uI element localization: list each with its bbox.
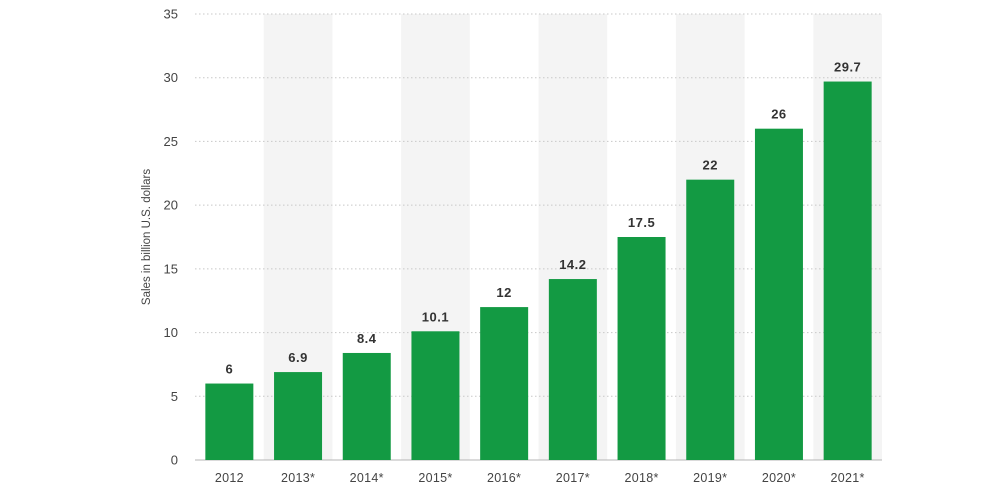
y-tick-label: 20 — [164, 198, 178, 213]
bar-2017 — [548, 279, 597, 460]
y-tick-label: 15 — [164, 261, 178, 276]
y-tick-label: 35 — [164, 7, 178, 22]
x-tick-label: 2014* — [350, 471, 384, 485]
bars — [205, 81, 872, 460]
x-tick-label: 2016* — [487, 471, 521, 485]
x-tick-label: 2012 — [215, 471, 244, 485]
data-label: 12 — [496, 285, 511, 300]
data-label: 10.1 — [422, 309, 449, 324]
x-tick-label: 2013* — [281, 471, 315, 485]
data-label: 22 — [703, 158, 718, 173]
bar-2018 — [617, 237, 666, 460]
data-label: 29.7 — [834, 60, 861, 75]
data-label: 6.9 — [288, 350, 308, 365]
bar-2019 — [686, 179, 735, 460]
y-tick-label: 5 — [171, 389, 178, 404]
x-tick-label: 2021* — [831, 471, 865, 485]
bar-2014 — [342, 352, 391, 460]
data-label: 6 — [225, 362, 233, 377]
x-axis-ticks: 2012 2013* 2014* 2015* 2016* 2017* 2018* 2019* 2… — [215, 471, 865, 485]
y-tick-label: 10 — [164, 325, 178, 340]
data-label: 8.4 — [357, 331, 377, 346]
x-tick-label: 2015* — [418, 471, 452, 485]
data-label: 17.5 — [628, 215, 655, 230]
data-labels: 6 6.9 8.4 10.1 12 14.2 17.5 22 26 29.7 — [225, 60, 861, 377]
bar-2020 — [754, 128, 803, 460]
x-tick-label: 2017* — [556, 471, 590, 485]
x-tick-label: 2019* — [693, 471, 727, 485]
bar-2016 — [480, 307, 529, 460]
data-label: 26 — [771, 107, 786, 122]
y-axis-ticks: 0 5 10 15 20 25 30 35 — [164, 7, 178, 468]
y-axis-title: Sales in billion U.S. dollars — [141, 169, 153, 305]
x-tick-label: 2018* — [624, 471, 658, 485]
y-tick-label: 0 — [171, 453, 178, 468]
data-label: 14.2 — [559, 257, 586, 272]
bar-2013 — [274, 372, 323, 460]
bar-2021 — [823, 81, 872, 460]
y-tick-label: 25 — [164, 134, 178, 149]
y-tick-label: 30 — [164, 70, 178, 85]
bar-2012 — [205, 383, 254, 460]
x-tick-label: 2020* — [762, 471, 796, 485]
bar-2015 — [411, 331, 460, 460]
